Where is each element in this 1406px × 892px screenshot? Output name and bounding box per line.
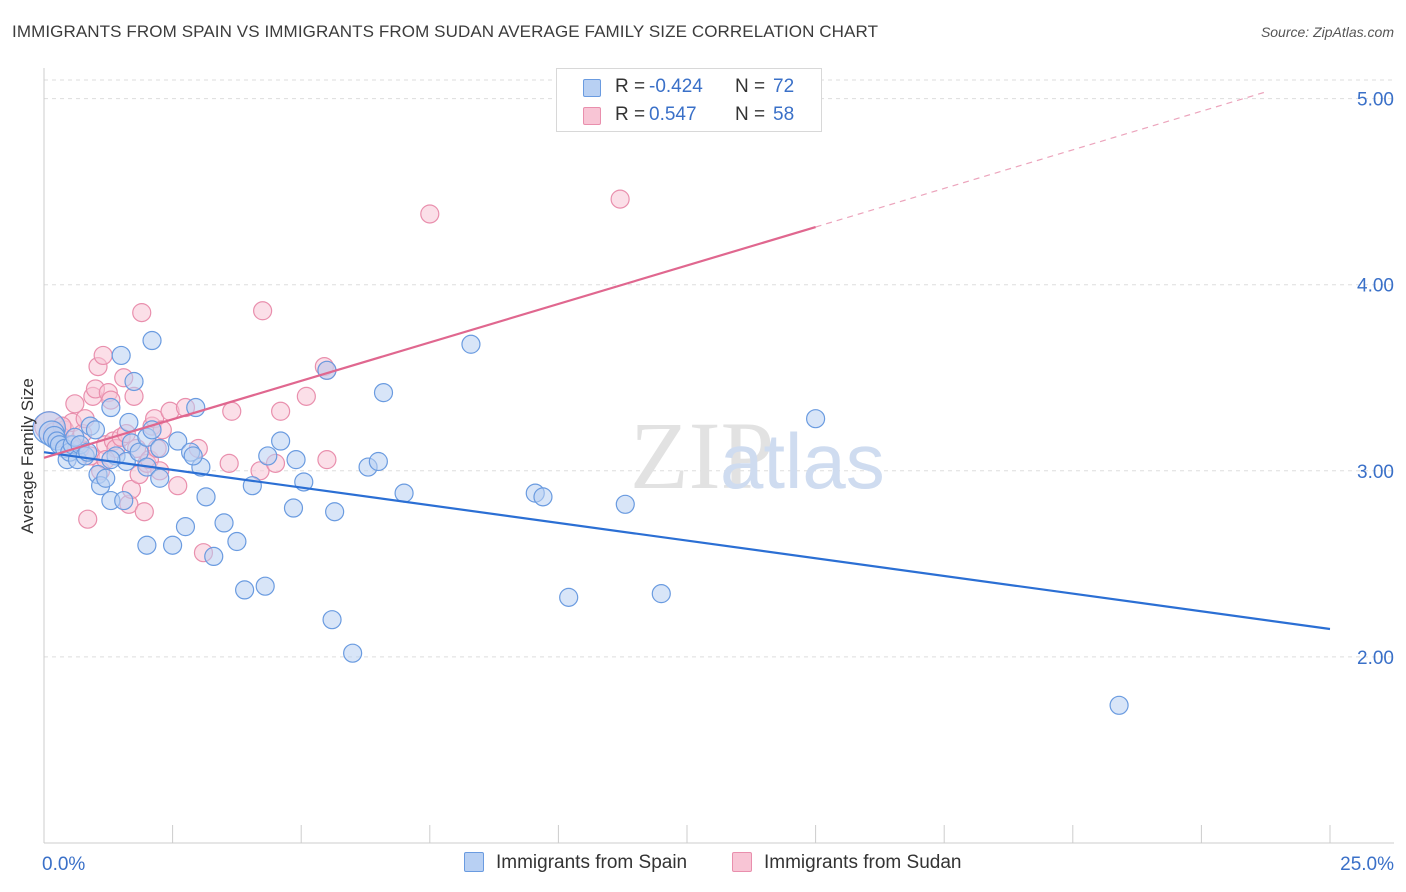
sudan-point-43 [219,453,239,473]
sudan-point-10 [78,509,98,529]
spain-point-23 [114,490,134,511]
spain-point-51 [283,498,304,518]
spain-point-44 [214,513,234,533]
sudan-n-label: N = [735,104,766,125]
sudan-point-30 [132,303,152,323]
spain-point-15 [85,420,106,440]
spain-point-46 [235,580,255,600]
spain-point-50 [271,431,291,451]
spain-point-19 [101,397,121,418]
spain-point-31 [137,535,157,555]
y-tick-label-1: 3.00 [1357,462,1394,483]
sudan-point-48 [271,401,291,421]
sudan-point-45 [250,461,270,481]
spain-point-56 [325,502,345,522]
spain-point-55 [322,610,342,630]
spain-point-37 [168,431,188,451]
sudan-trend-extension [815,90,1269,228]
spain-n-label: N = [735,76,766,97]
spain-point-35 [150,468,170,488]
sudan-r-label: R = [615,104,646,125]
x-tick-label-max: 25.0% [1340,854,1394,875]
spain-n-value: 72 [773,76,795,97]
sudan-swatch [583,107,601,125]
spain-point-60 [373,383,394,403]
y-tick-label-2: 4.00 [1357,276,1394,297]
y-axis-label: Average Family Size [18,378,37,534]
spain-point-71 [183,446,203,466]
spain-point-69 [1109,695,1129,715]
legend-row-spain: R = -0.424 N = 72 [557,73,821,101]
y-tick-label-0: 2.00 [1357,648,1394,669]
spain-point-34 [150,438,170,459]
spain-point-52 [286,450,306,470]
correlation-legend: R = -0.424 N = 72 R = 0.547 N = 58 [556,68,822,132]
sudan-point-16 [93,345,113,366]
sudan-point-53 [420,204,440,224]
sudan-point-39 [168,476,188,496]
spain-point-67 [651,584,671,604]
sudan-point-49 [296,386,316,406]
spain-point-42 [196,487,216,507]
chart-title: IMMIGRANTS FROM SPAIN VS IMMIGRANTS FROM… [12,22,879,41]
spain-point-43 [204,546,224,567]
axes [43,68,1394,844]
spain-point-33 [142,330,162,351]
spain-trend-line [43,451,1331,631]
sudan-trend-line [43,225,816,459]
spain-point-66 [615,494,635,514]
spain-legend-swatch [464,852,484,872]
sudan-r-value: 0.547 [649,104,697,125]
legend-item-spain: Immigrants from Spain [464,852,687,874]
spain-point-48 [255,576,275,596]
watermark-atlas: atlas [720,417,885,505]
spain-point-61 [394,483,414,503]
sudan-legend-swatch [732,852,752,872]
sudan-point-44 [222,401,242,421]
sudan-point-54 [610,189,630,209]
y-tick-label-3: 5.00 [1357,90,1394,111]
spain-point-62 [461,334,481,354]
spain-points [32,330,1129,715]
sudan-n-value: 58 [773,104,795,125]
spain-point-18 [96,468,116,488]
sudan-point-6 [65,394,85,414]
spain-point-38 [175,517,196,537]
spain-point-68 [805,409,826,429]
legend-item-sudan: Immigrants from Sudan [732,852,961,874]
tick-labels: 2.00 3.00 4.00 5.00 0.0% 25.0% [42,90,1394,875]
x-tick-label-min: 0.0% [42,854,85,875]
source-credit: Source: ZipAtlas.com [1260,24,1394,40]
spain-point-36 [163,535,183,555]
spain-swatch [583,79,601,97]
watermark: ZIP atlas [630,402,885,509]
spain-point-28 [129,442,149,462]
sudan-point-31 [134,502,154,522]
sudan-point-52 [317,450,337,470]
spain-point-57 [343,643,363,663]
spain-r-value: -0.424 [649,76,703,97]
spain-point-49 [258,446,278,466]
spain-point-32 [142,420,162,440]
sudan-legend-label: Immigrants from Sudan [764,852,962,873]
spain-legend-label: Immigrants from Spain [496,852,688,873]
sudan-point-46 [253,301,273,321]
watermark-zip: ZIP [630,402,774,509]
spain-point-27 [124,371,144,392]
legend-row-sudan: R = 0.547 N = 58 [557,101,821,129]
spain-point-22 [111,345,131,366]
trend-lines [43,90,1331,631]
spain-point-65 [559,587,579,607]
spain-point-59 [368,451,388,472]
spain-point-64 [533,487,553,507]
spain-point-45 [227,531,247,552]
spain-point-25 [119,412,139,433]
grid-lines [44,79,1394,658]
spain-r-label: R = [615,76,646,97]
